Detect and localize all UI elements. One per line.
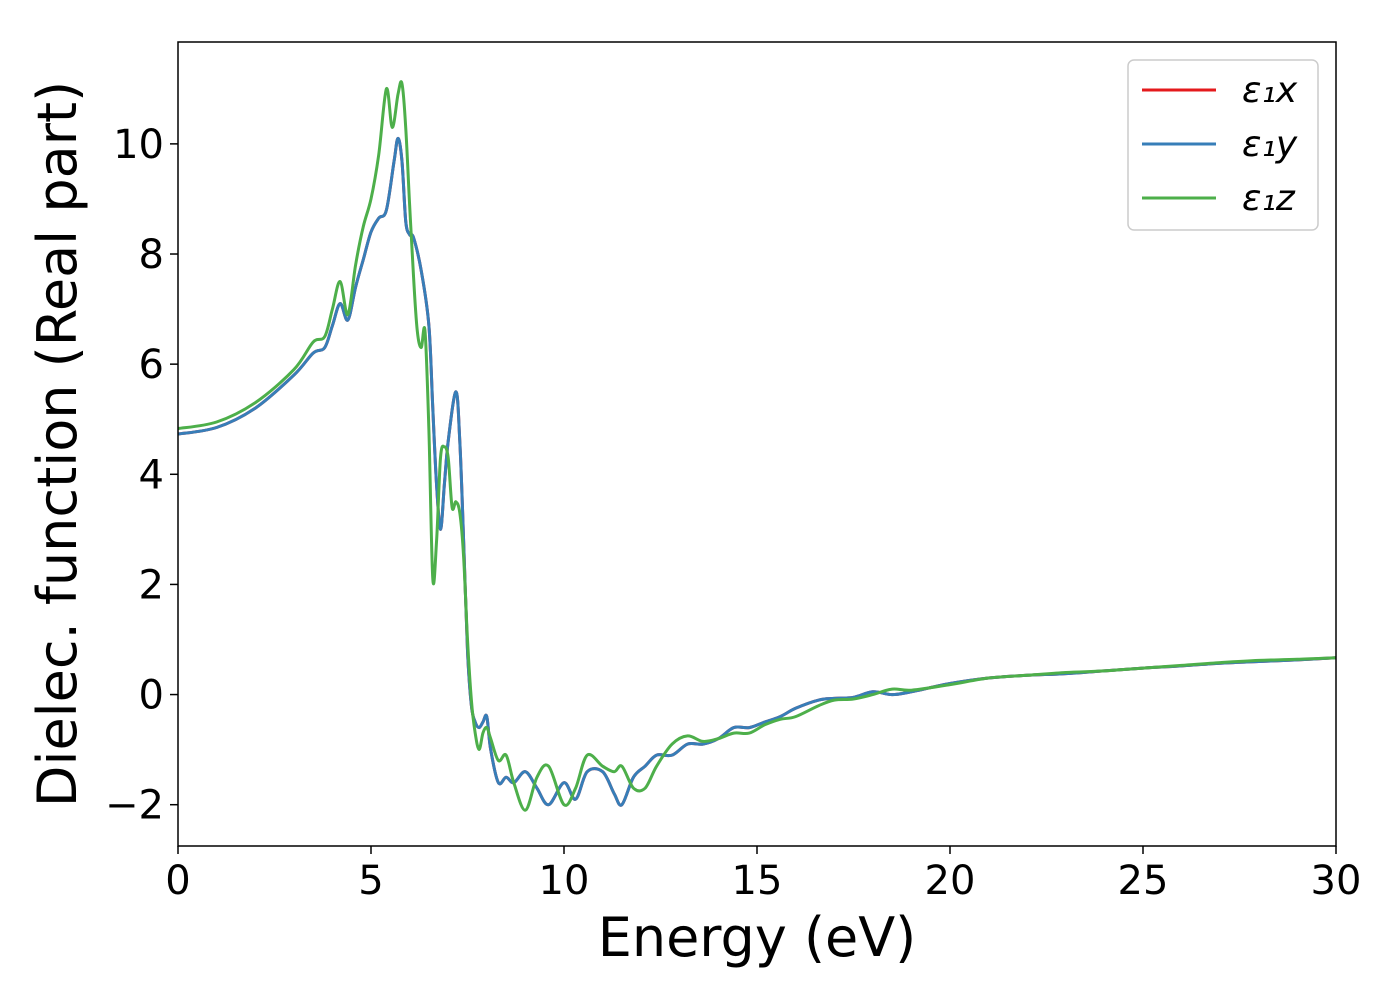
y-tick-label: 0 (139, 673, 164, 719)
y-axis: −2 0 2 4 6 8 10 (105, 122, 178, 829)
x-tick-label: 20 (925, 858, 976, 904)
x-tick-label: 0 (165, 858, 190, 904)
x-tick-label: 30 (1311, 858, 1362, 904)
y-tick-label: 8 (139, 232, 164, 278)
x-tick-label: 5 (358, 858, 383, 904)
plot-lines (177, 80, 1337, 812)
legend-label-2: ε₁y (1242, 124, 1298, 165)
x-tick-label: 15 (732, 858, 783, 904)
x-tick-label: 25 (1118, 858, 1169, 904)
series-line-3 (177, 80, 1337, 812)
legend-label-1: ε₁x (1242, 70, 1298, 111)
legend: ε₁x ε₁y ε₁z (1127, 59, 1319, 231)
y-axis-title: Dielec. function (Real part) (26, 81, 89, 807)
y-tick-label: 6 (139, 342, 164, 388)
y-tick-label: 4 (139, 452, 164, 498)
legend-label-3: ε₁z (1242, 178, 1296, 219)
y-tick-label: 2 (139, 562, 164, 608)
legend-box (1127, 59, 1319, 231)
x-axis-title: Energy (eV) (598, 906, 917, 969)
y-tick-label: −2 (105, 783, 164, 829)
series-line-2 (177, 136, 1337, 807)
x-axis: 0 5 10 15 20 25 30 (165, 846, 1361, 904)
x-tick-label: 10 (539, 858, 590, 904)
y-tick-label: 10 (113, 122, 164, 168)
